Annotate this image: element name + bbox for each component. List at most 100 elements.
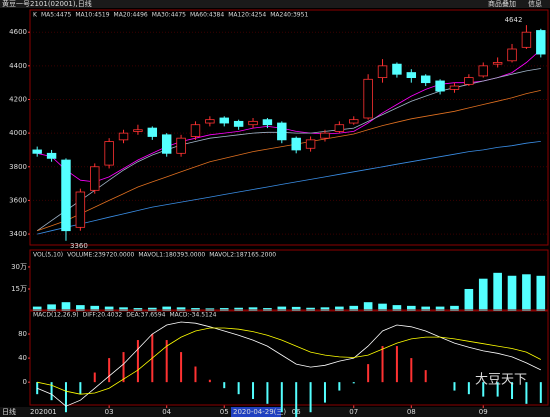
volume-bar — [522, 274, 531, 311]
volume-bar — [507, 275, 517, 311]
volume-bar — [61, 302, 71, 311]
y-tick-label: 3800 — [9, 163, 27, 171]
macd-bar — [36, 382, 39, 395]
legend-entry: MACD(12,26,9) — [33, 312, 79, 319]
header-button[interactable]: 信息 — [528, 0, 542, 8]
candle-body — [320, 132, 330, 139]
legend-entry: MA5:4475 — [41, 12, 72, 19]
candle-body — [190, 124, 201, 137]
volume-bar — [450, 305, 459, 311]
series-line — [37, 321, 541, 407]
macd-bar — [108, 358, 111, 383]
candle-body — [219, 117, 229, 124]
macd-bar — [482, 382, 485, 397]
candle-body — [205, 119, 215, 124]
panel-border — [29, 249, 549, 312]
cursor-date: 2020-04-29(三) — [233, 408, 286, 416]
volume-bar — [421, 306, 431, 311]
period-label: 日线 — [2, 407, 16, 416]
macd-bar — [180, 352, 183, 383]
volume-bar — [493, 272, 502, 311]
legend-entry: MA30:4475 — [152, 12, 186, 19]
macd-bar — [352, 382, 355, 384]
volume-bar — [406, 305, 416, 311]
macd-bar — [309, 382, 312, 413]
candle-body — [147, 127, 158, 137]
macd-bar — [453, 382, 456, 391]
panel-border — [29, 9, 549, 246]
candle-body — [248, 120, 258, 126]
candle-body — [161, 134, 172, 154]
candle-body — [277, 122, 287, 141]
legend-entry: MA60:4384 — [190, 12, 224, 19]
macd-bar — [338, 382, 341, 391]
x-tick-label: 04 — [162, 408, 171, 416]
candle-body — [305, 139, 316, 149]
macd-bar — [237, 382, 240, 395]
macd-bar — [208, 379, 211, 383]
y-tick-label: 4200 — [9, 95, 27, 103]
macd-bar — [93, 372, 96, 383]
y-tick-label: 3400 — [9, 230, 27, 238]
macd-bar — [79, 382, 82, 395]
legend-entry: DIFF:20.4032 — [83, 312, 123, 319]
macd-bar — [136, 340, 139, 383]
legend-entry: MACD:-34.5124 — [170, 312, 217, 319]
volume-bar — [392, 305, 402, 311]
legend-entry: VOLUME:239720.0000 — [67, 252, 134, 259]
volume-bar — [306, 307, 315, 311]
y-tick-label: 15万 — [11, 285, 27, 293]
header-button[interactable]: 商品叠加 — [488, 0, 516, 8]
y-tick-label: 80 — [18, 330, 27, 338]
legend-entry: K — [33, 12, 38, 19]
candle-body — [176, 137, 186, 154]
y-tick-label: 40 — [18, 354, 27, 362]
macd-bar — [525, 382, 528, 404]
candle-body — [334, 124, 345, 132]
candle-body — [90, 166, 100, 191]
volume-bar — [147, 307, 157, 311]
volume-bar — [378, 303, 387, 311]
candle-body — [118, 132, 129, 141]
candle-body — [104, 141, 114, 166]
macd-bar — [539, 382, 542, 403]
legend-entry: MAVOL1:180393.0000 — [138, 252, 205, 259]
y-tick-label: 0 — [23, 378, 27, 386]
x-tick-label: 09 — [479, 408, 488, 416]
series-line — [37, 90, 541, 232]
macd-bar — [395, 346, 398, 383]
candle-body — [464, 77, 474, 85]
series-line — [37, 49, 542, 183]
header-bar — [0, 0, 550, 8]
candle-body — [75, 191, 86, 228]
volume-bar — [234, 307, 243, 311]
volume-bar — [104, 306, 114, 311]
legend-entry: MA20:4496 — [114, 12, 148, 19]
macd-bar — [424, 370, 427, 383]
legend-entry: DEA:37.6594 — [126, 312, 165, 319]
legend-entry: MA10:4519 — [75, 12, 109, 19]
y-tick-label: 4400 — [9, 62, 27, 70]
volume-bar — [291, 306, 301, 311]
x-tick-label: 03 — [105, 408, 114, 416]
macd-bar — [122, 352, 125, 383]
macd-bar — [367, 364, 370, 383]
candle-body — [233, 120, 244, 127]
volume-bar — [47, 304, 56, 311]
volume-bar — [176, 307, 186, 311]
volume-bar — [464, 288, 474, 311]
candle-body — [32, 149, 42, 154]
candle-body — [291, 137, 301, 151]
cursor-box — [231, 407, 281, 417]
volume-bar — [119, 307, 128, 311]
candle-body — [507, 48, 517, 62]
candle-body — [420, 75, 431, 84]
volume-bar — [435, 306, 445, 311]
volume-bar — [349, 305, 359, 311]
legend-entry: VOL(5,10) — [33, 252, 63, 259]
candle-body — [349, 119, 359, 124]
candle-body — [133, 129, 143, 132]
candle-body — [392, 63, 402, 75]
y-tick-label: 3600 — [9, 196, 27, 204]
macd-bar — [496, 382, 499, 397]
